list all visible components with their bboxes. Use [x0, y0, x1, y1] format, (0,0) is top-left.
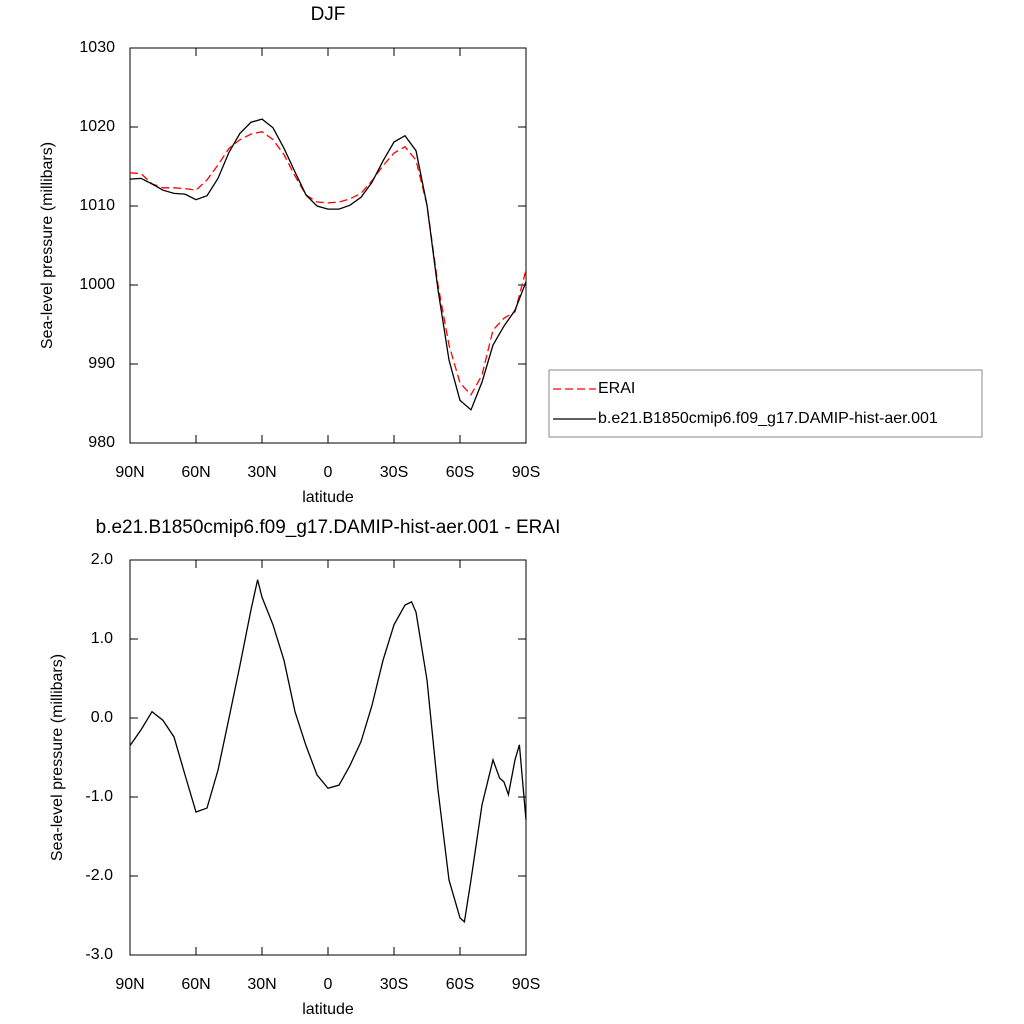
y-tick-label: 1000	[79, 276, 115, 293]
y-tick-label: 990	[88, 355, 115, 372]
y-tick-label: 1010	[79, 197, 115, 214]
legend-label: b.e21.B1850cmip6.f09_g17.DAMIP-hist-aer.…	[598, 410, 938, 427]
y-tick-label: 2.0	[91, 551, 113, 568]
y-axis-label: Sea-level pressure (millibars)	[39, 142, 56, 349]
x-tick-label: 90N	[115, 464, 144, 481]
y-tick-label: 0.0	[91, 709, 113, 726]
x-tick-label: 30S	[380, 464, 408, 481]
x-axis-label: latitude	[302, 1001, 354, 1018]
legend-box	[548, 369, 983, 438]
data-line	[129, 118, 527, 411]
x-tick-label: 0	[324, 976, 333, 993]
x-tick-label: 60S	[446, 976, 474, 993]
x-tick-label: 60S	[446, 464, 474, 481]
plot-frame	[129, 559, 527, 956]
y-tick-label: -1.0	[85, 788, 113, 805]
x-tick-label: 30S	[380, 976, 408, 993]
x-tick-label: 90N	[115, 976, 144, 993]
y-tick-label: 980	[88, 434, 115, 451]
y-tick-label: 1030	[79, 39, 115, 56]
chart-title: DJF	[311, 4, 346, 25]
x-tick-label: 30N	[247, 464, 276, 481]
data-line	[129, 579, 527, 924]
x-tick-label: 0	[324, 464, 333, 481]
y-tick-label: -2.0	[85, 867, 113, 884]
x-tick-label: 60N	[181, 464, 210, 481]
chart-title: b.e21.B1850cmip6.f09_g17.DAMIP-hist-aer.…	[96, 517, 561, 538]
y-tick-label: -3.0	[85, 946, 113, 963]
y-tick-label: 1.0	[91, 630, 113, 647]
x-tick-label: 30N	[247, 976, 276, 993]
x-tick-label: 60N	[181, 976, 210, 993]
y-axis-label: Sea-level pressure (millibars)	[49, 654, 66, 861]
x-axis-label: latitude	[302, 489, 354, 506]
data-line	[129, 131, 527, 396]
legend-label: ERAI	[598, 380, 635, 397]
y-tick-label: 1020	[79, 118, 115, 135]
x-tick-label: 90S	[512, 976, 540, 993]
plot-frame	[129, 47, 527, 444]
x-tick-label: 90S	[512, 464, 540, 481]
